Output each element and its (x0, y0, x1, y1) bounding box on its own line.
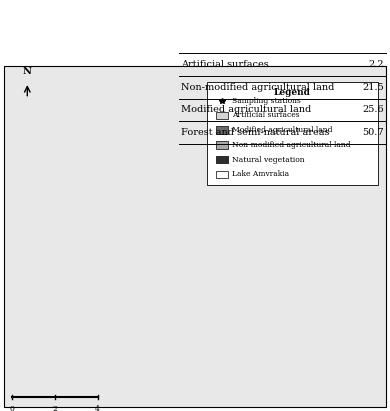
FancyBboxPatch shape (216, 141, 228, 148)
Text: Natural vegetation: Natural vegetation (232, 156, 305, 164)
FancyBboxPatch shape (4, 66, 386, 407)
Text: 2: 2 (52, 405, 57, 411)
FancyBboxPatch shape (216, 171, 228, 178)
Text: Non-modified agricultural land: Non-modified agricultural land (232, 141, 351, 149)
Text: Modified agricultural land: Modified agricultural land (181, 106, 312, 114)
Text: 2.2: 2.2 (369, 60, 384, 69)
Text: Lake Amvrakia: Lake Amvrakia (232, 170, 289, 178)
Text: 25.6: 25.6 (363, 106, 384, 114)
Text: N: N (23, 67, 32, 76)
Text: Sampling stations: Sampling stations (232, 97, 301, 105)
FancyBboxPatch shape (216, 156, 228, 163)
Text: Artificial surfaces: Artificial surfaces (181, 60, 269, 69)
Text: 0: 0 (9, 405, 14, 411)
Text: Non-modified agricultural land: Non-modified agricultural land (181, 83, 335, 92)
Text: Artificial surfaces: Artificial surfaces (232, 111, 300, 120)
Text: Forest and semi-natural areas: Forest and semi-natural areas (181, 128, 330, 137)
FancyBboxPatch shape (216, 127, 228, 134)
FancyBboxPatch shape (216, 112, 228, 119)
FancyBboxPatch shape (207, 82, 378, 185)
Text: 50.7: 50.7 (363, 128, 384, 137)
Text: 4: 4 (95, 405, 100, 411)
Text: Modified agricultural land: Modified agricultural land (232, 126, 333, 134)
Text: Legend: Legend (274, 88, 311, 97)
Text: 21.5: 21.5 (362, 83, 384, 92)
